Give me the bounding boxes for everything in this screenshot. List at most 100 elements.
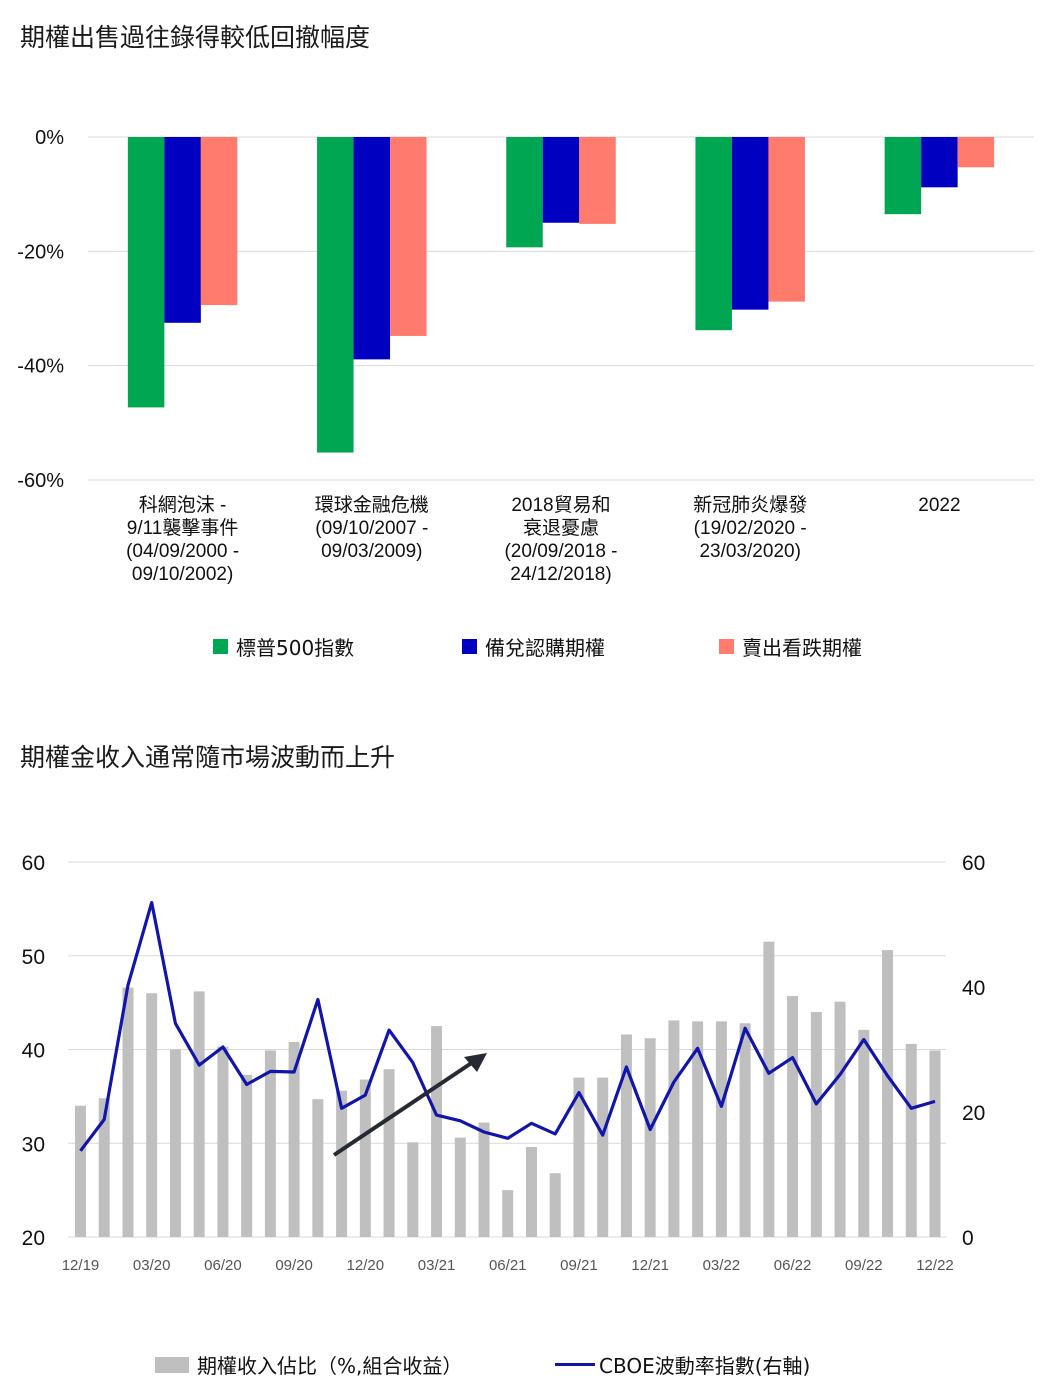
- legend-label-covered-call: 備兌認購期權: [485, 636, 605, 660]
- y-left-tick-label: 60: [22, 852, 45, 875]
- premium-bar: [882, 950, 894, 1237]
- x-tick-label: 06/20: [204, 1257, 242, 1274]
- premium-bar: [75, 1105, 86, 1237]
- legend-sp500: 標普500指數: [213, 632, 354, 661]
- premium-bar: [359, 1079, 371, 1237]
- premium-bar: [98, 1098, 110, 1237]
- x-tick-label: 03/20: [133, 1257, 171, 1274]
- premium-bar: [929, 1050, 941, 1237]
- premium-bar: [810, 1012, 822, 1237]
- x-category-label: 衰退憂慮: [523, 517, 599, 539]
- legend-swatch-blue: [462, 639, 477, 654]
- x-tick-label: 03/22: [703, 1257, 741, 1274]
- bar: [884, 137, 922, 215]
- y-tick-label: -60%: [17, 470, 64, 492]
- legend-put-write: 賣出看跌期權: [719, 632, 862, 661]
- premium-bar: [715, 1021, 727, 1237]
- x-tick-label: 12/19: [62, 1257, 100, 1274]
- x-category-label: 新冠肺炎爆發: [693, 494, 807, 516]
- bar: [921, 137, 958, 188]
- premium-bar: [193, 991, 205, 1237]
- x-category-label: (09/10/2007 -: [315, 518, 428, 539]
- legend-label-put-write: 賣出看跌期權: [742, 636, 862, 660]
- legend-swatch-gray: [155, 1356, 189, 1373]
- premium-bar: [122, 987, 134, 1237]
- premium-bar: [407, 1142, 419, 1237]
- x-category-label: 科網泡沫 -: [139, 494, 227, 516]
- x-tick-label: 09/22: [845, 1257, 883, 1274]
- chart2-title: 期權金收入通常隨市場波動而上升: [20, 743, 396, 772]
- y-tick-label: -20%: [17, 241, 64, 263]
- bar: [768, 137, 805, 302]
- premium-bar: [502, 1190, 514, 1237]
- premium-bar: [692, 1021, 704, 1237]
- premium-bar: [288, 1042, 300, 1237]
- x-category-label: 環球金融危機: [315, 494, 429, 516]
- bar: [731, 137, 769, 310]
- legend-swatch-green: [213, 639, 228, 654]
- premium-bar: [644, 1038, 656, 1237]
- x-tick-label: 09/20: [275, 1257, 313, 1274]
- x-category-label: 9/11襲擊事件: [127, 517, 239, 539]
- x-category-label: 24/12/2018): [510, 564, 611, 585]
- premium-bar: [597, 1077, 609, 1237]
- y-right-tick-label: 40: [962, 977, 985, 1000]
- legend-vix: CBOE波動率指數(右軸): [555, 1350, 810, 1379]
- trend-arrow-shaft: [332, 1058, 478, 1157]
- y-right-tick-label: 20: [962, 1102, 985, 1125]
- premium-bar: [336, 1090, 348, 1237]
- y-left-tick-label: 30: [22, 1133, 45, 1156]
- legend-label-premium-share: 期權收入佔比（%,組合收益）: [197, 1354, 463, 1378]
- bar: [390, 137, 427, 336]
- premium-bar: [383, 1069, 395, 1237]
- legend-swatch-salmon: [719, 639, 734, 654]
- x-tick-label: 06/21: [489, 1257, 527, 1274]
- x-tick-label: 06/22: [774, 1257, 812, 1274]
- premium-bar: [834, 1001, 846, 1237]
- bar: [127, 137, 165, 408]
- x-tick-label: 12/21: [631, 1257, 669, 1274]
- bar: [317, 137, 354, 453]
- premium-bar: [763, 941, 775, 1237]
- x-tick-label: 12/20: [347, 1257, 385, 1274]
- legend-swatch-line: [555, 1363, 595, 1366]
- premium-bar: [620, 1034, 632, 1237]
- y-left-tick-label: 40: [22, 1040, 45, 1063]
- premium-bar: [549, 1173, 561, 1237]
- bar: [353, 137, 391, 360]
- x-tick-label: 09/21: [560, 1257, 598, 1274]
- premium-bar: [146, 993, 158, 1237]
- premium-bar: [739, 1023, 751, 1237]
- premium-bar: [668, 1020, 680, 1237]
- premium-bar: [858, 1029, 870, 1237]
- y-right-tick-label: 0: [962, 1227, 974, 1250]
- premium-bar: [478, 1122, 490, 1237]
- premium-bar: [264, 1050, 276, 1237]
- bar: [957, 137, 995, 168]
- premium-bar: [217, 1046, 229, 1237]
- legend-premium-share: 期權收入佔比（%,組合收益）: [155, 1350, 462, 1379]
- drawdown-bar-chart: 0% -20% -40% -60% 科網泡沫 -9/11襲擊事件(04/09/2000 …: [17, 127, 1034, 585]
- y-right-tick-label: 60: [962, 852, 985, 875]
- legend-label-sp500: 標普500指數: [236, 636, 355, 660]
- y-left-tick-label: 50: [22, 946, 45, 969]
- premium-bar: [573, 1077, 585, 1237]
- trend-arrow-head: [464, 1053, 487, 1072]
- legend-label-vix: CBOE波動率指數(右軸): [599, 1354, 811, 1378]
- y-tick-label: 0%: [35, 127, 64, 149]
- bar: [695, 137, 732, 331]
- bar: [164, 137, 201, 323]
- premium-bar: [312, 1099, 324, 1237]
- x-category-label: 09/10/2002): [132, 564, 233, 585]
- premium-bar: [525, 1147, 537, 1237]
- vix-line: [79, 900, 936, 1152]
- x-category-label: 23/03/2020): [699, 541, 800, 562]
- chart1-title: 期權出售過往錄得較低回撤幅度: [20, 23, 371, 52]
- bar: [200, 137, 238, 306]
- premium-bar: [454, 1137, 466, 1237]
- y-left-tick-label: 20: [22, 1227, 45, 1250]
- x-category-label: 2022: [918, 495, 960, 516]
- premium-bar: [787, 996, 799, 1237]
- premium-bar: [169, 1049, 181, 1237]
